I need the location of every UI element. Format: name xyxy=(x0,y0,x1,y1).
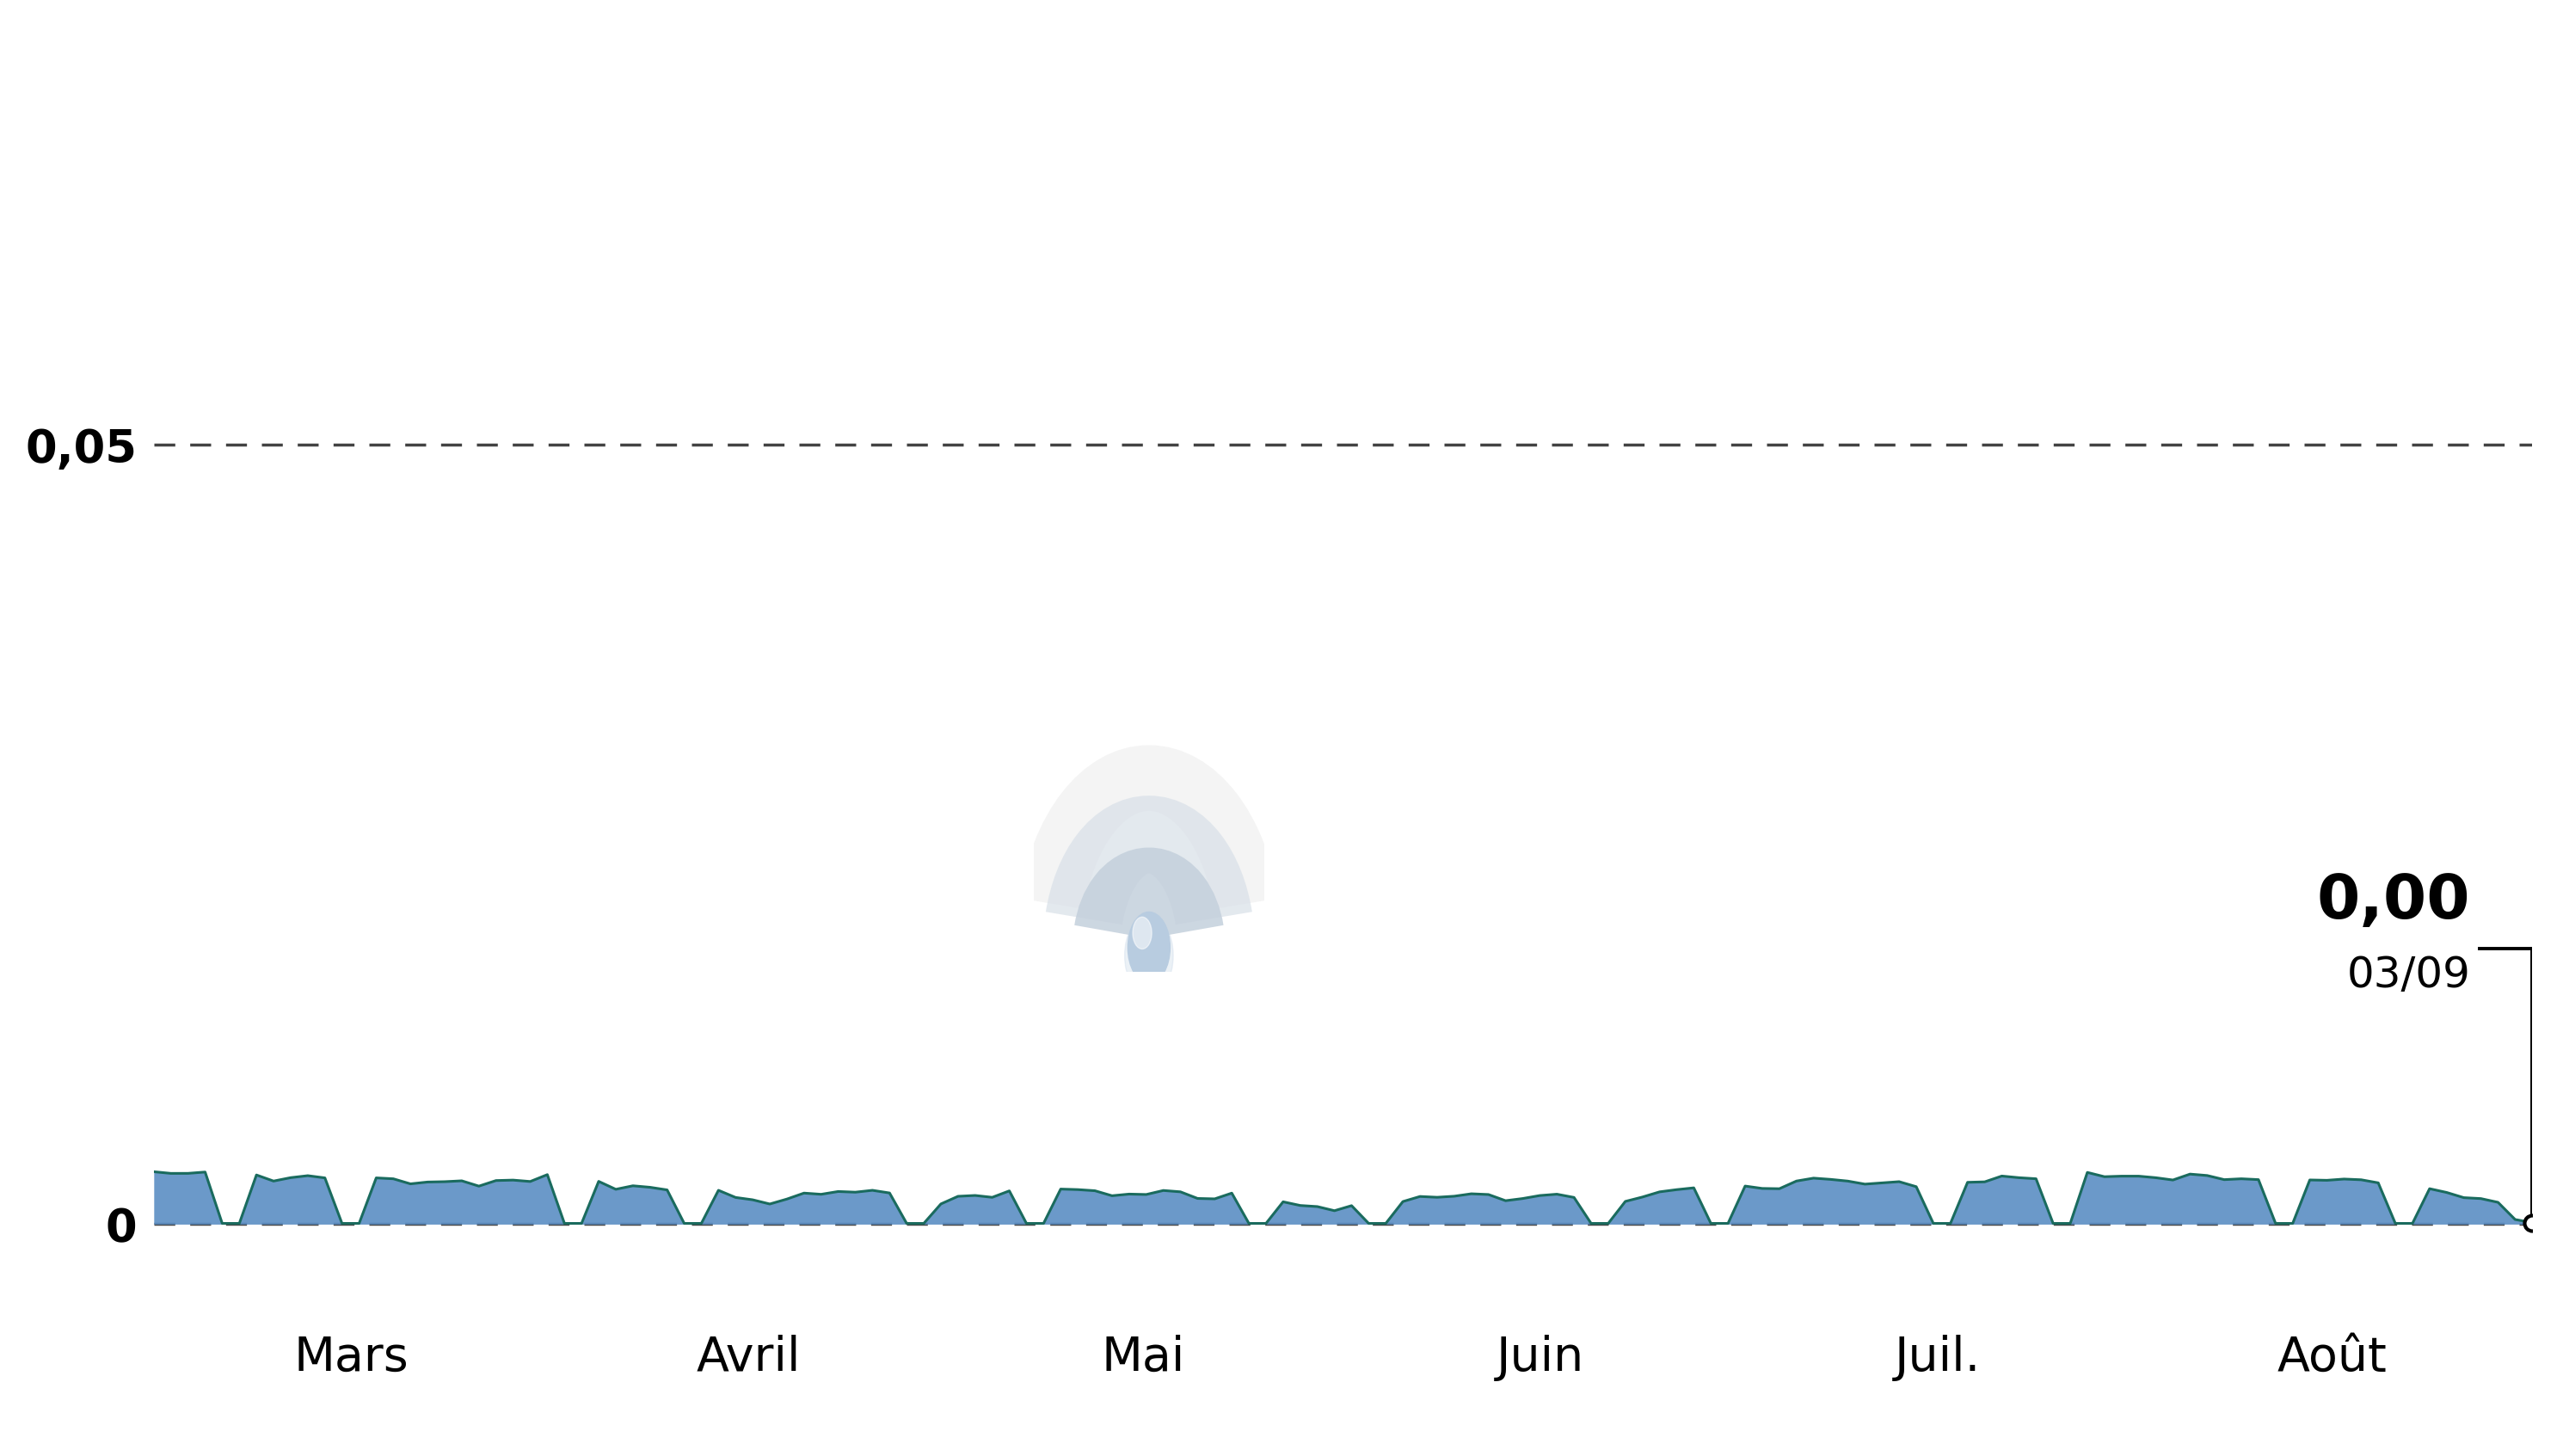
Circle shape xyxy=(1125,914,1174,996)
Text: 03/09: 03/09 xyxy=(2348,955,2471,996)
Circle shape xyxy=(1133,917,1151,949)
Circle shape xyxy=(1128,911,1171,983)
Text: 0,00: 0,00 xyxy=(2317,872,2471,932)
Text: DRONE VOLT: DRONE VOLT xyxy=(943,17,1620,111)
